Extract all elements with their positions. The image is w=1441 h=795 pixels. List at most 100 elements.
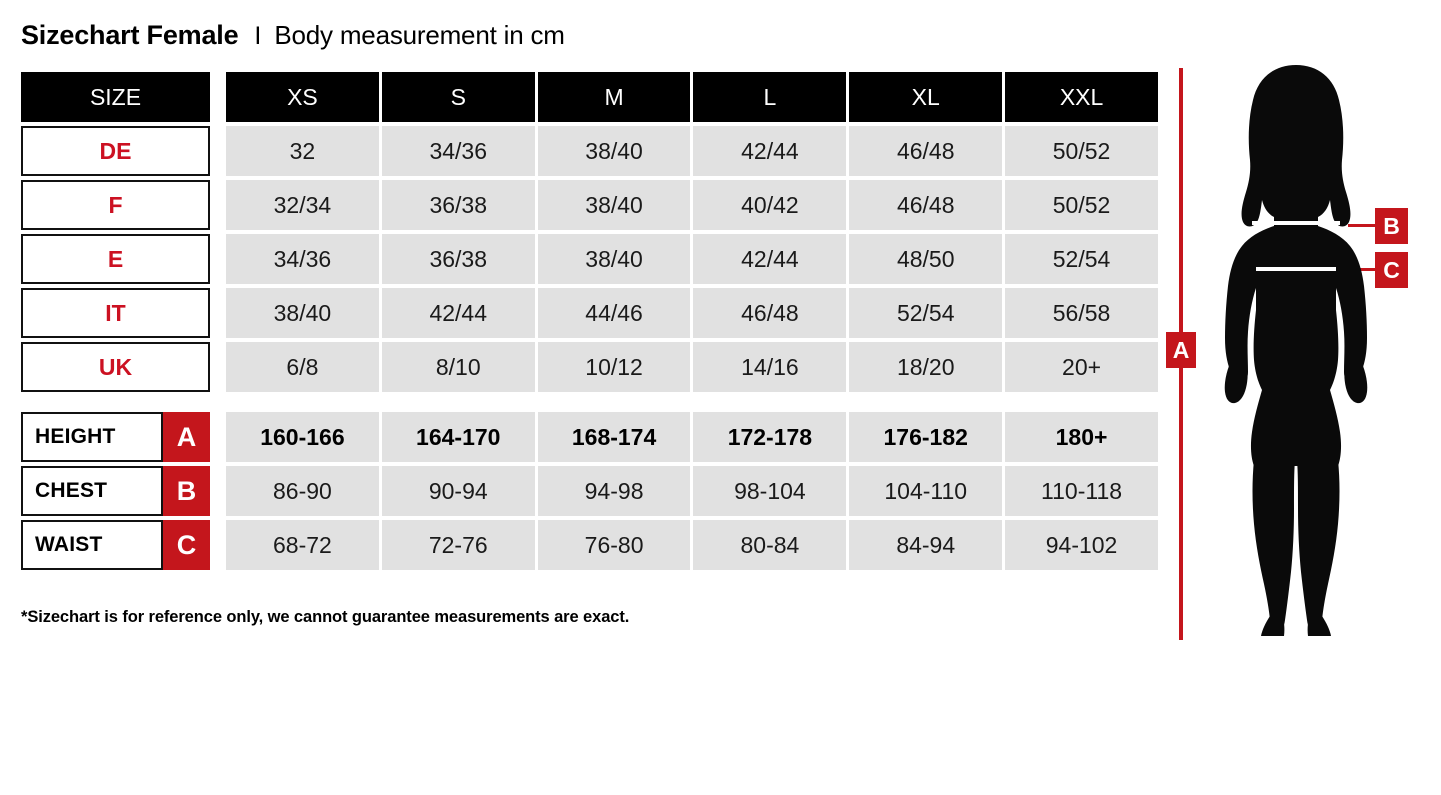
cell-uk-xl: 18/20 [849, 342, 1003, 392]
size-header-xl: XL [849, 72, 1003, 122]
header-size-cells: XS S M L XL XXL [226, 72, 1158, 122]
cell-de-m: 38/40 [537, 126, 691, 176]
cell-de-xs: 32 [226, 126, 379, 176]
table-row: WAIST C 68-72 72-76 76-80 80-84 84-94 94… [21, 520, 1158, 570]
title-separator: I [254, 22, 262, 50]
size-header-xs: XS [226, 72, 379, 122]
chest-leader-line [1348, 224, 1375, 227]
cell-waist-xl: 84-94 [849, 520, 1003, 570]
cell-de-xl: 46/48 [849, 126, 1003, 176]
header-size-label: SIZE [21, 72, 210, 122]
table-row: DE 32 34/36 38/40 42/44 46/48 50/52 [21, 126, 1158, 176]
cell-de-l: 42/44 [693, 126, 847, 176]
cell-waist-m: 76-80 [537, 520, 691, 570]
table-row: HEIGHT A 160-166 164-170 168-174 172-178… [21, 412, 1158, 462]
row-label-cell-uk: UK [21, 342, 210, 392]
cell-e-s: 36/38 [381, 234, 535, 284]
row-cells-height: 160-166 164-170 168-174 172-178 176-182 … [226, 412, 1158, 462]
cell-de-s: 34/36 [381, 126, 535, 176]
row-label-de: DE [21, 126, 210, 176]
cell-f-xxl: 50/52 [1005, 180, 1158, 230]
row-label-cell-waist: WAIST C [21, 520, 210, 570]
cell-e-l: 42/44 [693, 234, 847, 284]
cell-waist-s: 72-76 [381, 520, 535, 570]
marker-badge-b: B [163, 466, 210, 516]
cell-it-m: 44/46 [537, 288, 691, 338]
row-cells-it: 38/40 42/44 44/46 46/48 52/54 56/58 [226, 288, 1158, 338]
cell-e-xs: 34/36 [226, 234, 379, 284]
cell-it-xl: 52/54 [849, 288, 1003, 338]
size-header-xxl: XXL [1005, 72, 1158, 122]
cell-it-s: 42/44 [381, 288, 535, 338]
marker-badge-c: C [163, 520, 210, 570]
cell-chest-l: 98-104 [693, 466, 847, 516]
sizechart-table: SIZE XS S M L XL XXL DE 32 34/36 38/40 4… [21, 72, 1158, 574]
cell-height-s: 164-170 [381, 412, 535, 462]
cell-e-xxl: 52/54 [1005, 234, 1158, 284]
cell-f-m: 38/40 [537, 180, 691, 230]
table-row: UK 6/8 8/10 10/12 14/16 18/20 20+ [21, 342, 1158, 392]
cell-waist-xxl: 94-102 [1005, 520, 1158, 570]
row-cells-uk: 6/8 8/10 10/12 14/16 18/20 20+ [226, 342, 1158, 392]
header-label-cell: SIZE [21, 72, 210, 122]
figure-marker-b: B [1375, 208, 1408, 244]
row-label-chest: CHEST [21, 466, 163, 516]
table-row: IT 38/40 42/44 44/46 46/48 52/54 56/58 [21, 288, 1158, 338]
cell-it-xs: 38/40 [226, 288, 379, 338]
cell-waist-l: 80-84 [693, 520, 847, 570]
row-label-height: HEIGHT [21, 412, 163, 462]
cell-uk-l: 14/16 [693, 342, 847, 392]
cell-chest-xl: 104-110 [849, 466, 1003, 516]
female-body-silhouette-icon [1224, 65, 1368, 636]
cell-f-xs: 32/34 [226, 180, 379, 230]
cell-height-xl: 176-182 [849, 412, 1003, 462]
cell-height-m: 168-174 [537, 412, 691, 462]
row-label-cell-f: F [21, 180, 210, 230]
body-figure-panel: A B C [1160, 60, 1441, 660]
cell-e-xl: 48/50 [849, 234, 1003, 284]
row-cells-e: 34/36 36/38 38/40 42/44 48/50 52/54 [226, 234, 1158, 284]
cell-chest-xs: 86-90 [226, 466, 379, 516]
row-label-cell-height: HEIGHT A [21, 412, 210, 462]
page-title: Sizechart Female I Body measurement in c… [21, 20, 565, 51]
title-main: Sizechart Female [21, 20, 239, 50]
cell-height-xs: 160-166 [226, 412, 379, 462]
table-row: CHEST B 86-90 90-94 94-98 98-104 104-110… [21, 466, 1158, 516]
cell-uk-xxl: 20+ [1005, 342, 1158, 392]
cell-waist-xs: 68-72 [226, 520, 379, 570]
title-subtitle: Body measurement in cm [274, 20, 565, 50]
row-label-cell-de: DE [21, 126, 210, 176]
row-cells-chest: 86-90 90-94 94-98 98-104 104-110 110-118 [226, 466, 1158, 516]
marker-badge-a: A [163, 412, 210, 462]
cell-chest-s: 90-94 [381, 466, 535, 516]
cell-uk-s: 8/10 [381, 342, 535, 392]
cell-uk-xs: 6/8 [226, 342, 379, 392]
cell-f-s: 36/38 [381, 180, 535, 230]
cell-it-l: 46/48 [693, 288, 847, 338]
table-header-row: SIZE XS S M L XL XXL [21, 72, 1158, 122]
cell-height-l: 172-178 [693, 412, 847, 462]
cell-it-xxl: 56/58 [1005, 288, 1158, 338]
cell-uk-m: 10/12 [537, 342, 691, 392]
row-label-cell-chest: CHEST B [21, 466, 210, 516]
size-header-m: M [537, 72, 691, 122]
table-row: F 32/34 36/38 38/40 40/42 46/48 50/52 [21, 180, 1158, 230]
table-row: E 34/36 36/38 38/40 42/44 48/50 52/54 [21, 234, 1158, 284]
cell-f-l: 40/42 [693, 180, 847, 230]
row-cells-waist: 68-72 72-76 76-80 80-84 84-94 94-102 [226, 520, 1158, 570]
cell-de-xxl: 50/52 [1005, 126, 1158, 176]
cell-chest-m: 94-98 [537, 466, 691, 516]
row-label-it: IT [21, 288, 210, 338]
cell-chest-xxl: 110-118 [1005, 466, 1158, 516]
size-header-s: S [381, 72, 535, 122]
cell-f-xl: 46/48 [849, 180, 1003, 230]
cell-e-m: 38/40 [537, 234, 691, 284]
row-label-cell-e: E [21, 234, 210, 284]
row-label-uk: UK [21, 342, 210, 392]
row-cells-f: 32/34 36/38 38/40 40/42 46/48 50/52 [226, 180, 1158, 230]
row-label-f: F [21, 180, 210, 230]
row-cells-de: 32 34/36 38/40 42/44 46/48 50/52 [226, 126, 1158, 176]
row-label-e: E [21, 234, 210, 284]
footnote-disclaimer: *Sizechart is for reference only, we can… [21, 608, 630, 626]
